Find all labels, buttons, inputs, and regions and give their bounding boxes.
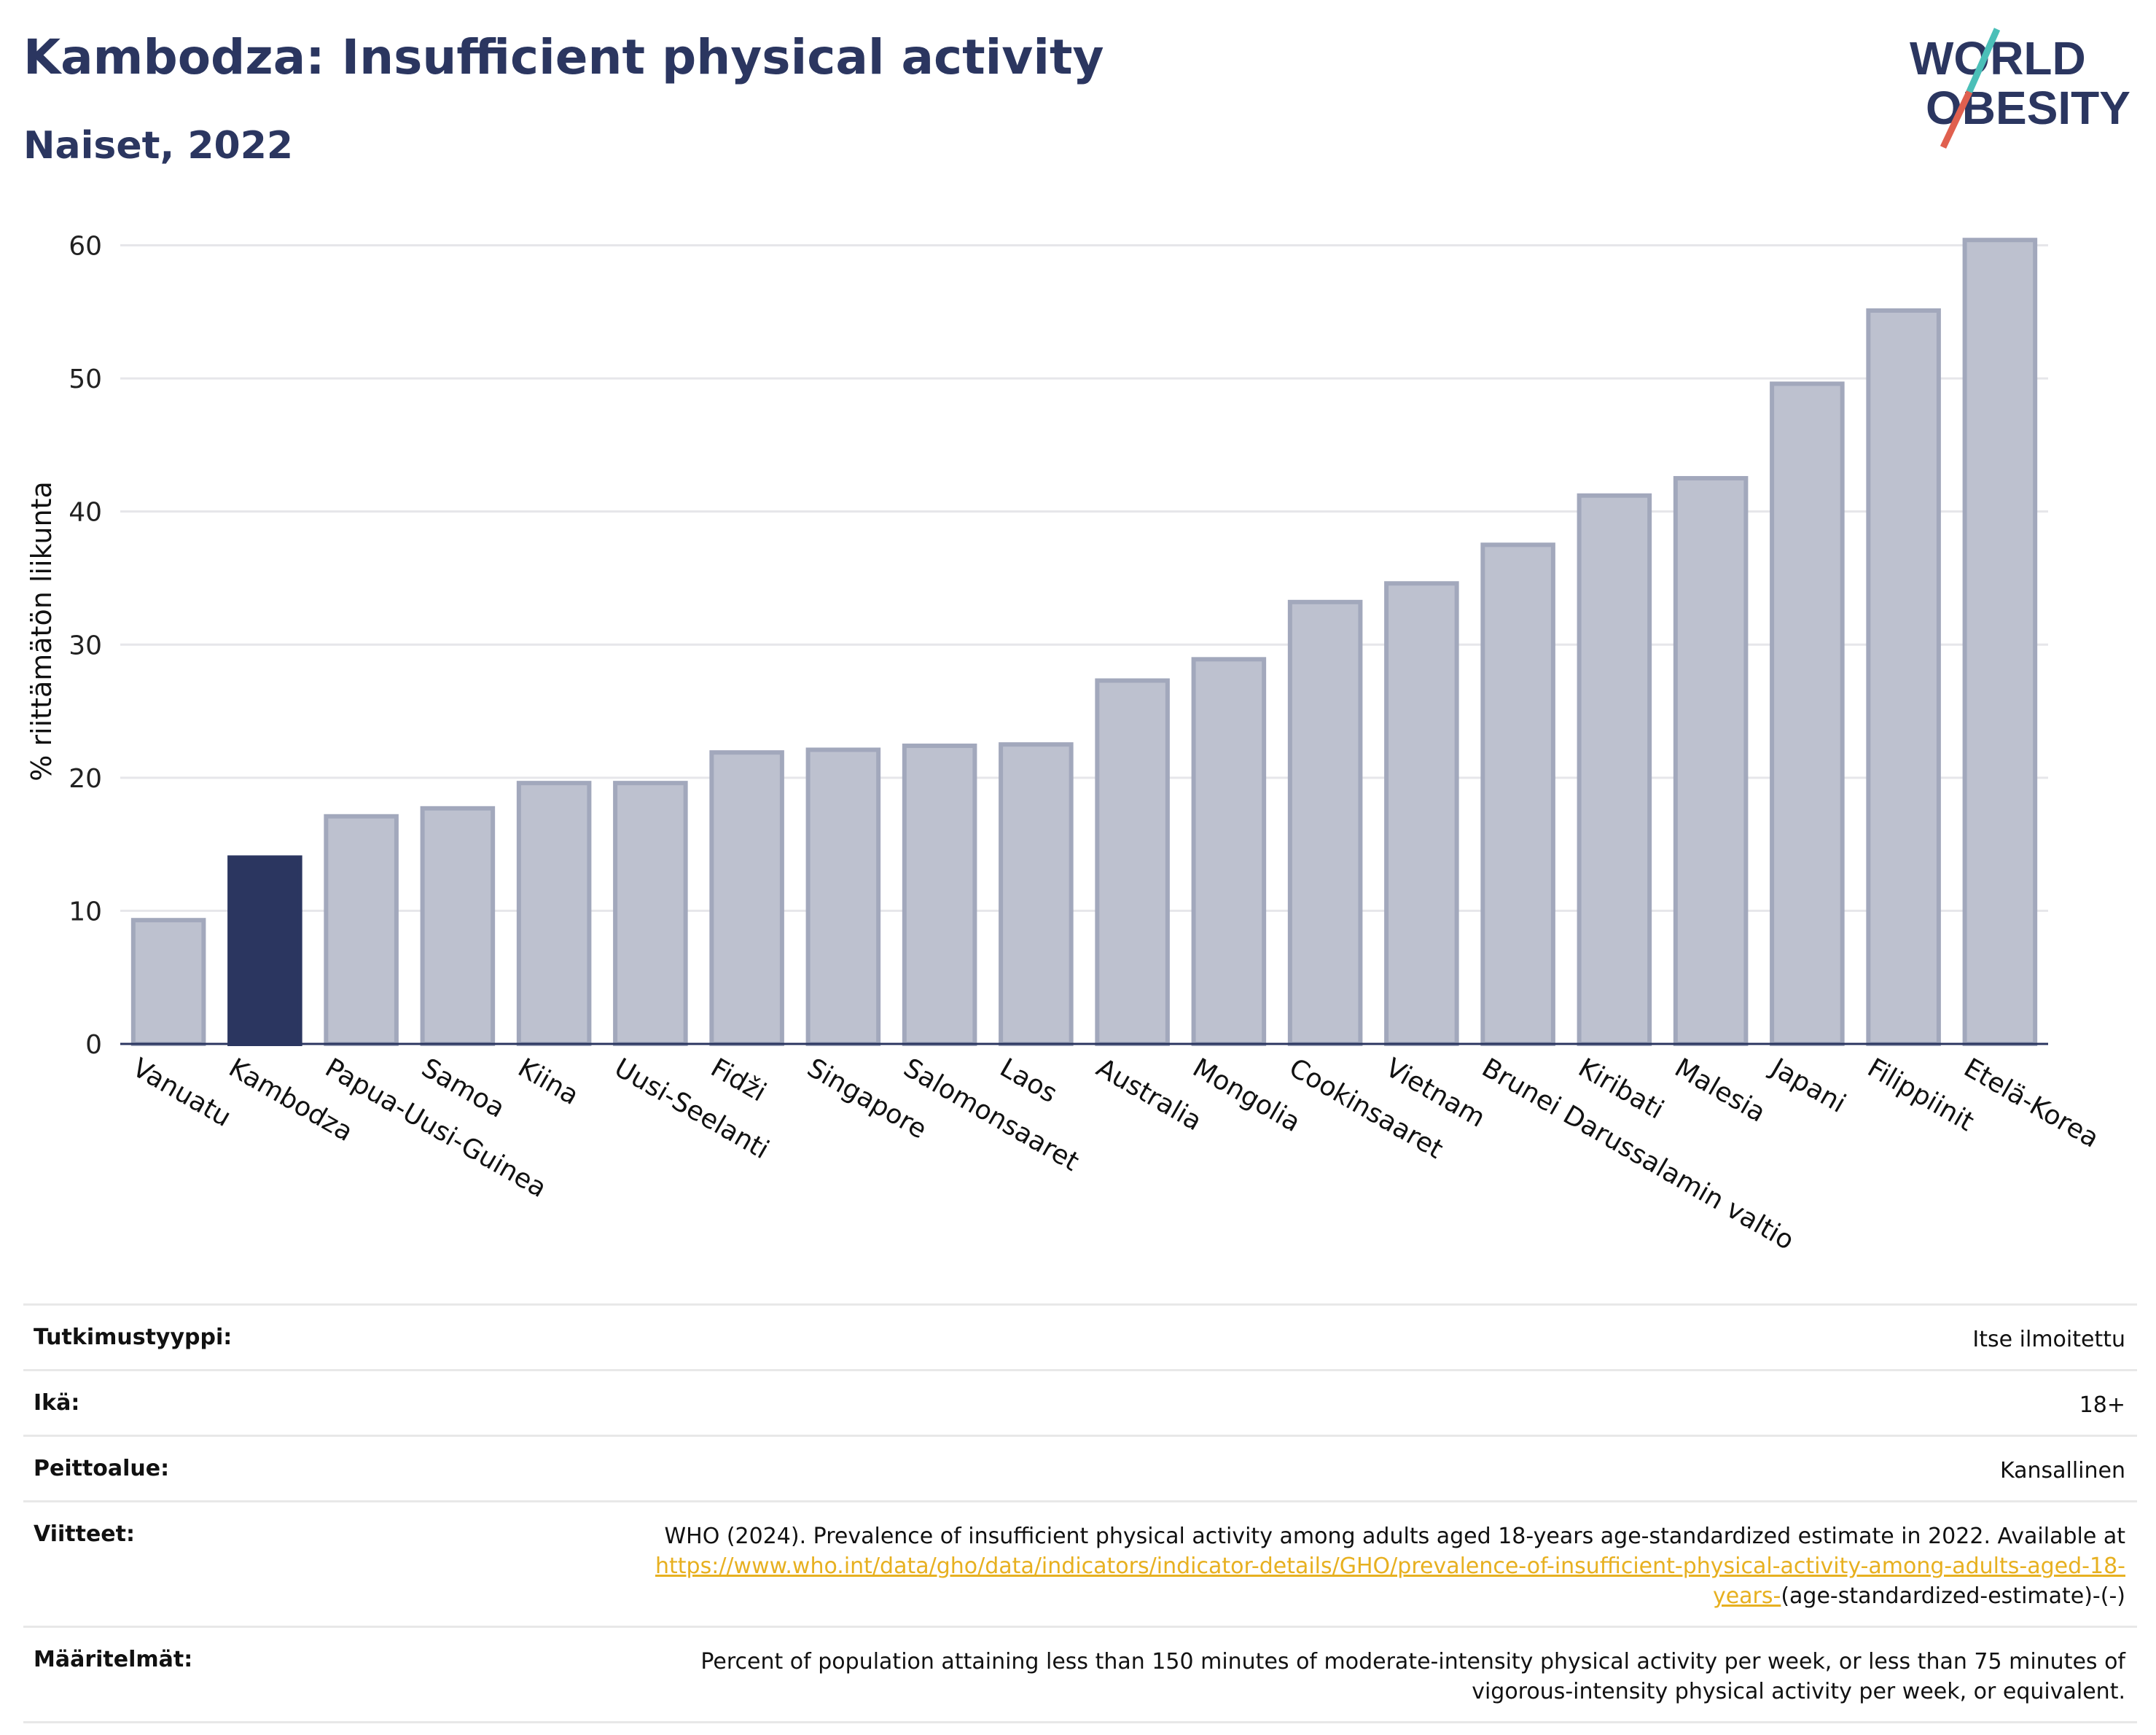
meta-label: Viitteet: — [34, 1521, 135, 1547]
reference-text-after: (age-standardized-estimate)-(-) — [1781, 1583, 2125, 1609]
x-tick-label: Filippiinit — [1862, 1053, 1979, 1137]
meta-value: Kansallinen — [1999, 1458, 2125, 1483]
bar-vanuatu — [130, 918, 206, 1047]
bar-uusi-seelanti — [613, 781, 688, 1046]
x-tick-label: Etelä-Korea — [1958, 1053, 2104, 1154]
meta-label: Peittoalue: — [34, 1456, 170, 1481]
y-tick-label: 50 — [69, 364, 102, 394]
bar-australia — [1095, 678, 1170, 1046]
meta-value: Percent of population attaining less tha… — [700, 1649, 2125, 1704]
bar-laos — [999, 742, 1074, 1046]
chart-title: Kambodza: Insufficient physical activity — [23, 29, 1104, 85]
bar-etelä-korea — [1962, 238, 2038, 1047]
bars — [130, 238, 2038, 1047]
reference-text: WHO (2024). Prevalence of insufficient p… — [664, 1524, 2125, 1549]
chart-subtitle: Naiset, 2022 — [23, 124, 294, 168]
x-tick-label: Vanuatu — [128, 1053, 236, 1133]
bar-samoa — [420, 806, 496, 1047]
bar-vietnam — [1384, 581, 1459, 1046]
x-tick-label: Kiina — [513, 1053, 584, 1111]
x-tick-label: Mongolia — [1187, 1053, 1305, 1138]
bar-kiina — [516, 781, 592, 1046]
bar-mongolia — [1191, 657, 1267, 1046]
gridlines — [120, 244, 2048, 1045]
meta-row-survey-type: Tutkimustyyppi: Itse ilmoitettu — [23, 1303, 2137, 1369]
meta-label: Tutkimustyyppi: — [34, 1325, 233, 1350]
meta-value: 18+ — [2079, 1392, 2125, 1418]
bar-singapore — [805, 747, 881, 1046]
world-obesity-logo: WORLD OBESITY — [1910, 28, 2130, 149]
y-axis-ticks: 0 10 20 30 40 50 60 — [69, 232, 102, 1060]
meta-row-age: Ikä: 18+ — [23, 1369, 2137, 1435]
meta-label: Määritelmät: — [34, 1647, 193, 1672]
x-tick-label: Fidži — [706, 1053, 771, 1107]
bar-chart: 0 10 20 30 40 50 60 VanuatuKambodzaPapua-Uusi-… — [26, 232, 2104, 1257]
meta-label: Ikä: — [34, 1390, 80, 1416]
bar-papua-uusi-guinea — [324, 814, 399, 1046]
x-tick-label: Japani — [1765, 1052, 1851, 1119]
bar-japani — [1770, 381, 1845, 1046]
logo-slash-coral — [1940, 90, 1973, 149]
reference-link[interactable]: https://www.who.int/data/gho/data/indica… — [655, 1553, 2125, 1609]
y-axis-title: % riittämätön liikunta — [26, 481, 58, 781]
meta-value: Itse ilmoitettu — [1972, 1327, 2125, 1352]
bar-kambodza — [227, 855, 302, 1046]
x-tick-label: Salomonsaaret — [899, 1053, 1084, 1177]
bar-kiribati — [1577, 493, 1652, 1046]
bar-salomonsaaret — [902, 744, 977, 1046]
meta-value: WHO (2024). Prevalence of insufficient p… — [595, 1521, 2125, 1611]
x-tick-label: Laos — [995, 1053, 1062, 1109]
logo-line1: WORLD — [1910, 32, 2086, 85]
x-tick-label: Australia — [1091, 1053, 1206, 1136]
bar-brunei-darussalamin-valtio — [1480, 542, 1555, 1046]
bar-cookinsaaret — [1287, 599, 1363, 1046]
bar-malesia — [1673, 476, 1749, 1046]
y-tick-label: 10 — [69, 897, 102, 927]
y-tick-label: 20 — [69, 764, 102, 794]
meta-row-definitions: Määritelmät: Percent of population attai… — [23, 1626, 2137, 1723]
bar-filippiinit — [1866, 308, 1941, 1046]
x-tick-label: Malesia — [1670, 1053, 1770, 1128]
y-tick-label: 0 — [85, 1030, 102, 1060]
y-tick-label: 60 — [69, 232, 102, 262]
logo-slash-teal — [1964, 28, 2001, 96]
meta-row-references: Viitteet: WHO (2024). Prevalence of insu… — [23, 1500, 2137, 1626]
metadata-table: Tutkimustyyppi: Itse ilmoitettu Ikä: 18+… — [23, 1303, 2137, 1723]
y-tick-label: 40 — [69, 498, 102, 528]
meta-row-coverage: Peittoalue: Kansallinen — [23, 1435, 2137, 1500]
y-tick-label: 30 — [69, 631, 102, 660]
bar-fidži — [709, 750, 784, 1046]
